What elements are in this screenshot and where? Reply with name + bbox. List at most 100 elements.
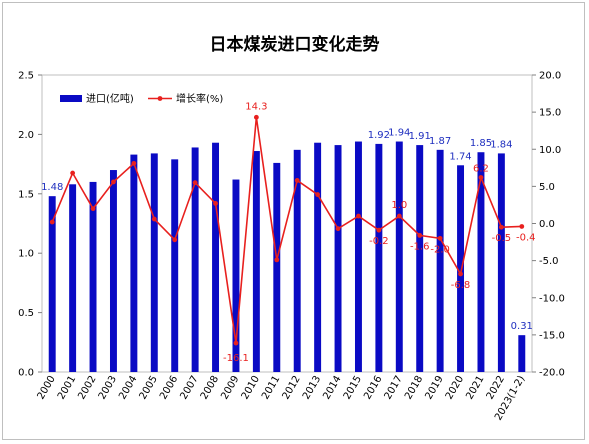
bar [477,152,485,372]
bar [375,143,383,372]
x-tick-label: 2019 [423,374,445,402]
line-data-label: -1.6 [410,241,430,252]
bar [191,147,199,372]
line-point [396,213,402,219]
bar [109,170,117,372]
bar [457,165,465,372]
y-right-tick-label: 5.0 [539,182,555,193]
line-point [49,219,55,225]
x-tick-label: 2004 [117,374,139,402]
x-tick-label: 2016 [362,374,384,402]
line-layer [49,114,525,346]
x-tick-label: 2013 [301,374,323,402]
y-right-tick-label: 0.0 [539,219,555,230]
x-tick-label: 2017 [383,374,405,402]
x-tick-label: 2001 [56,374,78,402]
line-point [458,271,463,277]
line-point [233,340,239,346]
y-left-tick-label: 2.5 [18,71,34,82]
y-right-tick-label: -10.0 [539,293,565,304]
labels-layer: 1.48 1.921.941.911.87 1.74 1.851.84 0.31 -16.… [41,101,535,364]
bar-data-label: 1.94 [388,128,410,139]
line-data-label: 6.2 [473,163,489,174]
bar-data-label: 1.91 [409,131,431,142]
bar-data-label: 1.48 [41,182,63,193]
line-point [437,235,443,241]
bar [436,149,444,372]
line-data-label: -6.8 [451,280,471,291]
line-point [417,232,423,238]
line-point [335,226,341,232]
line-data-label: -0.2 [369,236,389,247]
x-tick-label: 2020 [444,374,466,402]
line-point [478,175,484,180]
x-tick-label: 2005 [138,374,160,402]
bar [48,196,56,372]
y-right-tick-label: 10.0 [539,145,561,156]
line-point [519,224,525,229]
y-right-tick-label: -5.0 [539,256,559,267]
line-point [131,160,137,166]
growth-line [51,117,522,344]
line-point [315,192,321,197]
legend-bar-label: 进口(亿吨) [86,92,134,105]
line-point [356,213,361,219]
line-point [274,257,280,263]
bar-data-label: 0.31 [511,321,533,332]
chart-title: 日本煤炭进口变化走势 [209,35,380,55]
bar-data-label: 1.92 [368,130,390,141]
line-data-label: 1.0 [391,200,407,211]
bar [354,141,362,372]
x-tick-label: 2021 [464,374,486,402]
bar [212,142,220,372]
line-point [172,237,178,243]
y-left-tick-label: 0.5 [18,308,34,319]
line-point [294,178,300,183]
bar [252,151,260,372]
x-tick-label: 2014 [321,374,343,402]
bar [273,162,281,372]
bar [150,153,158,372]
bar-data-label: 1.87 [429,136,451,147]
x-tick-label: 2009 [219,374,241,402]
x-tick-label: 2000 [36,374,58,402]
bar [89,181,97,372]
bars-layer [48,141,526,372]
bar-data-label: 1.85 [470,138,492,149]
x-tick-label: 2018 [403,374,425,402]
bar [334,145,342,372]
y-right-tick-label: -15.0 [539,330,565,341]
bar [416,145,424,372]
y-right-tick-label: 20.0 [539,71,561,82]
bar [130,154,138,372]
bar [69,184,77,372]
y-left-tick-label: 1.5 [18,189,34,200]
x-tick-label: 2006 [158,374,180,402]
bar [518,335,526,372]
x-tick-label: 2003 [97,374,119,402]
x-tick-label: 2007 [178,374,200,402]
line-data-label: -0.4 [516,232,536,243]
line-point [376,227,382,233]
line-point [90,206,96,212]
line-point [213,201,218,206]
bar [314,142,322,372]
bar [497,153,505,372]
line-data-label: -16.1 [223,353,249,364]
x-tick-label: 2011 [260,374,282,402]
line-data-label: 14.3 [245,101,267,112]
y-left-tick-label: 0.0 [18,368,34,379]
line-point [70,170,76,176]
x-tick-label: 2008 [199,374,221,402]
line-point [253,114,259,120]
line-point [192,180,198,186]
bar [232,179,240,372]
line-point [498,224,504,230]
line-point [151,216,157,222]
y-left-tick-label: 2.0 [18,130,34,141]
bar [293,149,301,372]
x-tick-label: 2012 [281,374,303,402]
x-tick-label: 2010 [240,374,262,402]
y-right-tick-label: 15.0 [539,108,561,119]
